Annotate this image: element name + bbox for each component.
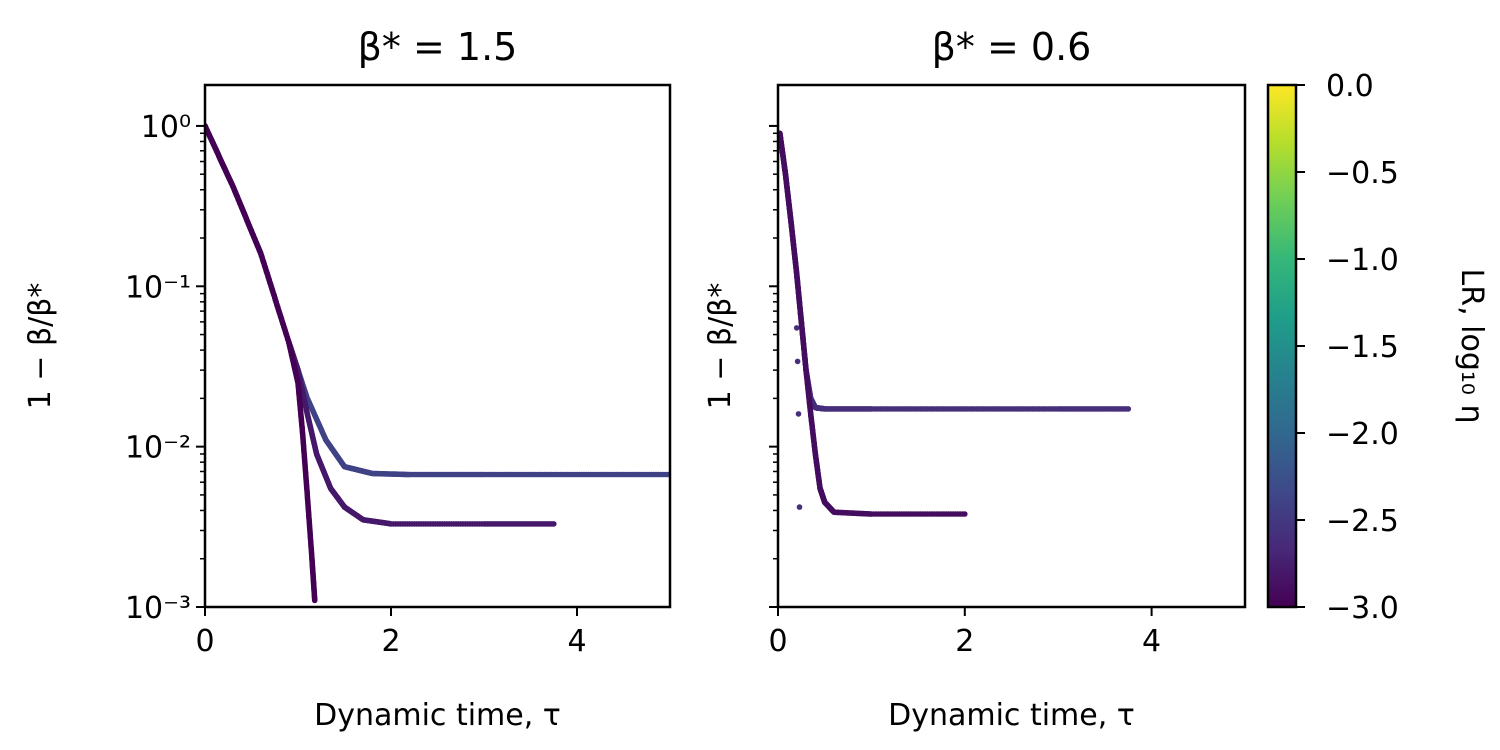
x-tick-label: 2 [381,624,400,659]
x-tick-label: 2 [955,624,974,659]
data-point [795,411,802,417]
chart-title: β* = 0.6 [932,25,1092,69]
x-tick-label: 4 [567,624,586,659]
colorbar-tick-label: −0.5 [1326,156,1399,191]
data-point [311,597,318,604]
data-points [778,130,1132,517]
x-axis-label: Dynamic time, τ [314,698,561,733]
colorbar-tick-label: 0.0 [1326,69,1374,104]
colorbar-tick-label: −2.0 [1326,417,1399,452]
x-tick-label: 4 [1142,624,1161,659]
series-0 [778,130,1132,412]
data-point [551,521,557,527]
data-point [794,358,801,365]
y-tick-label: 10⁻³ [125,591,191,626]
colorbar: 0.0 −0.5 −1.0 −1.5 −2.0 −2.5 −3.0 LR, log₁₀ η [1266,69,1489,626]
colorbar-label: LR, log₁₀ η [1454,269,1489,424]
x-tick-label: 0 [195,624,214,659]
colorbar-tick-label: −1.5 [1326,330,1399,365]
x-tick-label: 0 [768,624,787,659]
series-1 [778,130,968,517]
y-tick-label: 10⁻¹ [125,270,191,305]
data-point [962,511,968,517]
data-point [793,325,800,331]
right-panel-beta-0-6: 0 2 4 β* = 0.6 Dynamic time, τ 1 − β/β* [703,25,1247,733]
series-2 [205,123,318,604]
y-axis-label: 1 − β/β* [703,283,738,410]
colorbar-fill [1268,85,1296,607]
chart-title: β* = 1.5 [358,25,518,69]
series-2 [793,325,803,510]
plot-frame [776,83,1247,609]
data-point [1125,406,1132,412]
y-tick-label: 10⁰ [141,110,191,145]
left-panel-beta-1-5: 0 2 4 10⁰ 10⁻¹ 10⁻² 10⁻³ β* = 1.5 Dynamic time, … [23,25,672,733]
series-1 [205,123,557,527]
data-points [205,123,670,604]
plot-frame [203,83,672,609]
x-axis-label: Dynamic time, τ [888,698,1135,733]
colorbar-tick-label: −2.5 [1326,504,1399,539]
colorbar-tick-label: −1.0 [1326,243,1399,278]
y-tick-label: 10⁻² [125,431,191,466]
data-point [796,504,803,510]
colorbar-tick-label: −3.0 [1326,591,1399,626]
y-axis-label: 1 − β/β* [23,283,58,410]
